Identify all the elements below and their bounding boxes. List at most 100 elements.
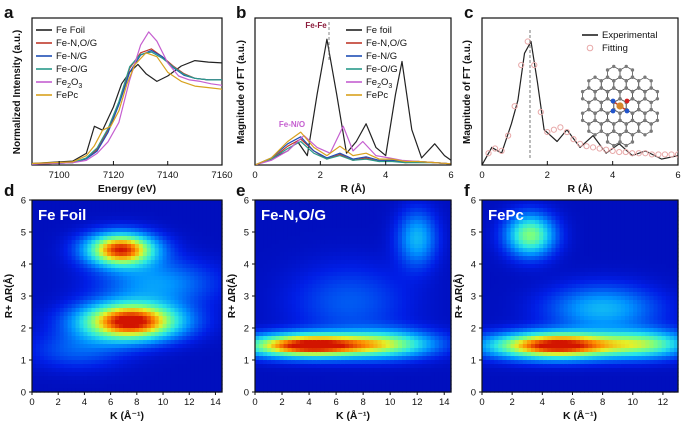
panel-e-cell: [299, 280, 305, 285]
panel-d-cell: [158, 224, 164, 229]
panel-d-cell: [146, 364, 152, 369]
panel-e-cell: [299, 200, 305, 205]
panel-e-cell: [340, 332, 346, 337]
panel-d-cell: [95, 356, 100, 361]
panel-d-cell: [158, 264, 164, 269]
panel-d-cell: [138, 296, 144, 301]
panel-e-cell: [377, 272, 383, 277]
panel-d-cell: [142, 288, 148, 293]
panel-d-ytick-label-2: 2: [21, 324, 26, 335]
panel-d-cell: [99, 216, 104, 221]
panel-c-point-fitting-14: [576, 140, 584, 147]
panel-e-cell: [312, 316, 317, 321]
panel-d-cell: [63, 292, 69, 297]
panel-d-cell: [134, 200, 140, 205]
panel-d-cell: [202, 232, 207, 237]
panel-d-cell: [43, 388, 49, 393]
panel-d-cell: [32, 296, 37, 301]
panel-e-cell: [295, 360, 301, 365]
panel-d-cell: [47, 324, 53, 329]
panel-e-cell: [324, 240, 330, 245]
panel-e-cell: [446, 260, 452, 265]
panel-d-cell: [170, 276, 176, 281]
panel-e-cell: [365, 364, 370, 369]
panel-e-cell: [255, 304, 260, 309]
panel-d-cell: [35, 256, 41, 261]
panel-e-cell: [279, 308, 285, 313]
panel-e-cell: [324, 260, 330, 265]
panel-e-cell: [410, 368, 415, 373]
panel-d-cell: [146, 304, 152, 309]
panel-e-cell: [324, 264, 330, 269]
panel-d-cell: [127, 200, 132, 205]
panel-d-cell: [138, 252, 144, 257]
panel-d-cell: [170, 256, 176, 261]
panel-d-cell: [55, 212, 61, 217]
panel-c-point-fitting-3: [505, 132, 512, 139]
panel-d-cell: [87, 360, 92, 365]
panel-e-cell: [410, 228, 415, 233]
molecule-carbon-atom-6-2: [605, 140, 610, 144]
panel-letter-f: f: [464, 181, 470, 200]
panel-d-cell: [99, 256, 104, 261]
panel-e-cell: [263, 352, 268, 357]
panel-d-cell: [130, 324, 136, 329]
panel-d-cell: [119, 236, 124, 241]
panel-d-cell: [154, 316, 160, 321]
panel-d-cell: [59, 300, 65, 305]
panel-e-cell: [369, 204, 375, 209]
molecule-carbon-atom-1-3: [587, 122, 591, 126]
panel-e-cell: [283, 352, 289, 357]
panel-e-cell: [434, 212, 440, 217]
panel-d-cell: [55, 328, 61, 333]
panel-d-cell: [47, 224, 53, 229]
panel-e-cell: [271, 320, 277, 325]
panel-e-cell: [426, 292, 432, 297]
panel-d-cell: [115, 368, 120, 373]
panel-d-cell: [194, 256, 199, 261]
panel-d-cell: [150, 228, 156, 233]
panel-e-cell: [312, 332, 317, 337]
panel-d-cell: [115, 272, 120, 277]
panel-d-cell: [158, 212, 164, 217]
panel-e-cell: [442, 208, 448, 213]
panel-d-cell: [79, 388, 85, 393]
panel-d-cell: [206, 336, 211, 341]
panel-e-cell: [369, 220, 375, 225]
panel-e-cell: [259, 276, 264, 281]
panel-e-cell: [357, 276, 362, 281]
panel-d-cell: [178, 324, 184, 329]
panel-d-cell: [158, 240, 164, 245]
panel-d-cell: [138, 280, 144, 285]
panel-e-cell: [263, 384, 268, 389]
molecule-carbon-atom-17-3: [624, 122, 628, 126]
panel-e-cell: [430, 376, 436, 381]
panel-e-cell: [385, 200, 391, 205]
panel-d-cell: [158, 340, 164, 345]
panel-d-cell: [194, 260, 199, 265]
panel-e-cell: [263, 296, 268, 301]
panel-e-cell: [438, 336, 444, 341]
panel-e-cell: [328, 364, 334, 369]
panel-d-cell: [158, 356, 164, 361]
panel-e-cell: [275, 200, 281, 205]
panel-e-cell: [312, 208, 317, 213]
panel-e-cell: [259, 324, 264, 329]
panel-d-cell: [103, 232, 108, 237]
panel-e-cell: [263, 356, 268, 361]
panel-d-cell: [182, 244, 187, 249]
panel-d-cell: [218, 384, 223, 389]
panel-e-cell: [381, 272, 387, 277]
panel-e-cell: [328, 312, 334, 317]
panel-d-cell: [198, 332, 203, 337]
panel-e-cell: [446, 272, 452, 277]
panel-e-cell: [402, 268, 407, 273]
panel-d-cell: [158, 368, 164, 373]
panel-d-cell: [162, 320, 168, 325]
panel-d-cell: [142, 220, 148, 225]
panel-d-cell: [115, 384, 120, 389]
panel-e-cell: [434, 288, 440, 293]
panel-e-cell: [402, 348, 407, 353]
panel-d-cell: [127, 244, 132, 249]
panel-d-cell: [174, 240, 180, 245]
